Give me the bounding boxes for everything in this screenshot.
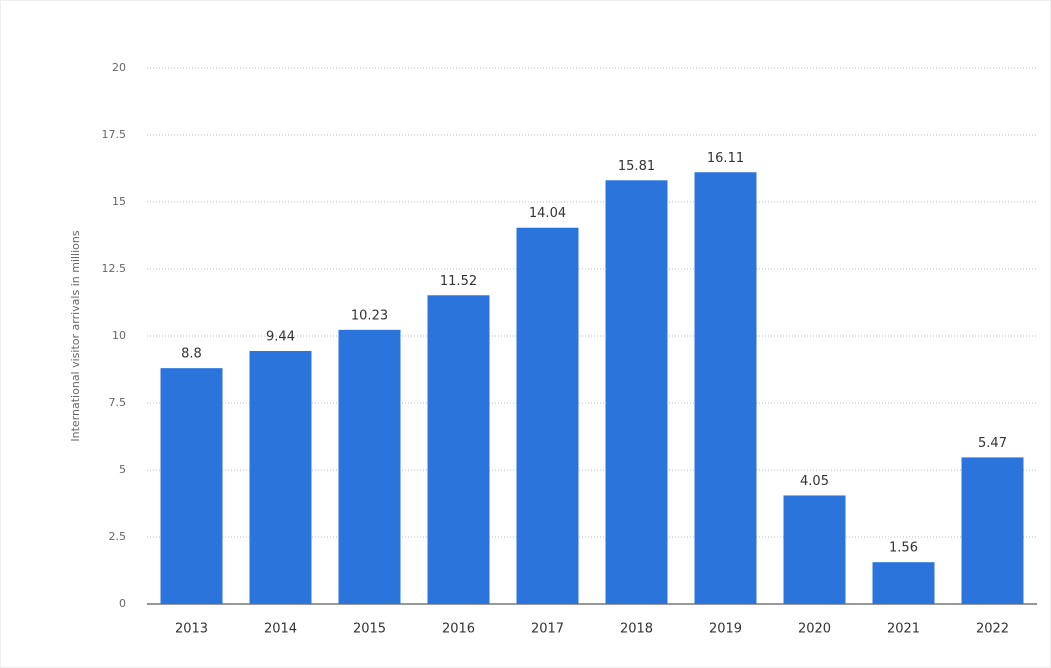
bar (961, 457, 1024, 604)
y-tick-label: 20 (112, 61, 126, 74)
bar (427, 295, 490, 604)
x-tick-label: 2021 (887, 622, 920, 637)
bar (516, 227, 579, 604)
y-tick-label: 12.5 (102, 262, 127, 275)
bar (160, 368, 223, 604)
value-label: 11.52 (440, 274, 477, 289)
value-label: 16.11 (707, 151, 744, 166)
y-axis-label: International visitor arrivals in millio… (69, 230, 82, 441)
value-label: 10.23 (351, 308, 388, 323)
x-tick-label: 2019 (709, 622, 742, 637)
bar (249, 351, 312, 604)
bar (783, 495, 846, 604)
value-label: 5.47 (978, 436, 1007, 451)
x-tick-label: 2014 (264, 622, 297, 637)
y-tick-label: 17.5 (102, 128, 127, 141)
value-label: 4.05 (800, 474, 829, 489)
x-tick-label: 2020 (798, 622, 831, 637)
value-label: 1.56 (889, 541, 918, 556)
bar (605, 180, 668, 605)
bar (338, 329, 401, 604)
bar (694, 172, 757, 604)
value-label: 14.04 (529, 206, 566, 221)
x-tick-label: 2022 (976, 622, 1009, 637)
y-tick-label: 0 (119, 597, 126, 610)
value-label: 8.8 (181, 347, 202, 362)
y-tick-label: 15 (112, 195, 126, 208)
x-tick-label: 2017 (531, 622, 564, 637)
y-tick-label: 5 (119, 463, 126, 476)
bar (872, 562, 935, 604)
y-tick-label: 10 (112, 329, 126, 342)
y-tick-label: 7.5 (109, 396, 127, 409)
x-tick-label: 2015 (353, 622, 386, 637)
x-tick-label: 2018 (620, 622, 653, 637)
x-tick-label: 2013 (175, 622, 208, 637)
value-label: 15.81 (618, 159, 655, 174)
x-tick-label: 2016 (442, 622, 475, 637)
y-tick-label: 2.5 (109, 530, 127, 543)
value-label: 9.44 (266, 330, 295, 345)
